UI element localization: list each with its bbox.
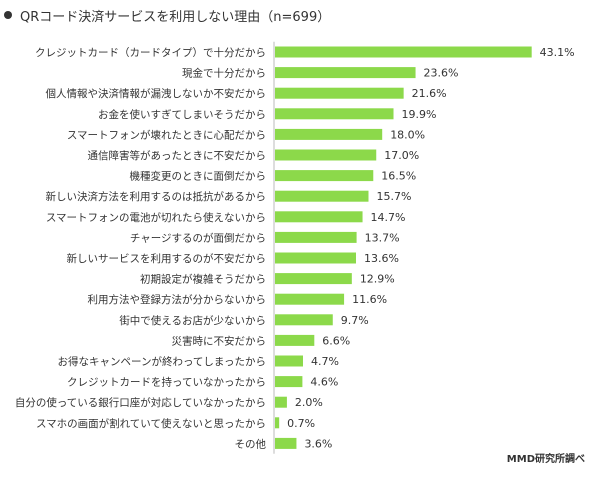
- bar: [275, 355, 303, 367]
- category-label: 通信障害等があったときに不安だから: [88, 149, 267, 162]
- value-label: 4.7%: [311, 355, 339, 368]
- category-label: 新しい決済方法を利用するのは抵抗があるから: [46, 190, 267, 203]
- value-label: 13.6%: [364, 252, 399, 265]
- category-label: 街中で使えるお店が少ないから: [119, 314, 266, 327]
- value-labels-layer: 43.1% 23.6% 21.6% 19.9% 18.0% 17.0% 16.5% 15.7%…: [287, 46, 574, 450]
- value-label: 2.0%: [295, 396, 323, 409]
- value-label: 6.6%: [322, 334, 350, 347]
- category-label: 現金で十分だから: [182, 67, 266, 80]
- category-label: その他: [235, 437, 267, 450]
- category-label: 機種変更のときに面倒だから: [130, 170, 267, 183]
- bar: [275, 67, 416, 79]
- bar: [275, 396, 287, 408]
- bar: [275, 149, 377, 161]
- title-bullet-icon: [4, 11, 12, 19]
- category-label: お金を使いすぎてしまいそうだから: [98, 108, 266, 121]
- bar: [275, 231, 357, 243]
- bar: [275, 46, 532, 58]
- value-label: 16.5%: [381, 170, 416, 183]
- category-label: お得なキャンペーンが終わってしまったから: [57, 355, 266, 368]
- chart-title-text: QRコード決済サービスを利用しない理由（n=699）: [20, 9, 331, 25]
- bar: [275, 417, 280, 429]
- bar: [275, 376, 303, 388]
- category-label: 利用方法や登録方法が分からないから: [88, 293, 267, 306]
- value-label: 15.7%: [377, 190, 412, 203]
- category-label: スマートフォンの電池が切れたら使えないから: [46, 211, 266, 224]
- category-label: 災害時に不安だから: [172, 334, 267, 347]
- value-label: 19.9%: [402, 108, 437, 121]
- bar: [275, 334, 315, 346]
- bar: [275, 190, 369, 202]
- category-label: スマートフォンが壊れたときに心配だから: [67, 128, 266, 141]
- value-label: 3.6%: [304, 437, 332, 450]
- bar: [275, 211, 363, 223]
- category-label: チャージするのが面倒だから: [130, 231, 266, 244]
- category-label: 初期設定が複雑そうだから: [140, 273, 266, 286]
- category-label: 新しいサービスを利用するのが不安だから: [67, 252, 267, 265]
- bar: [275, 108, 394, 120]
- value-label: 13.7%: [365, 231, 400, 244]
- bars-layer: [275, 46, 532, 449]
- value-label: 18.0%: [390, 128, 425, 141]
- value-label: 0.7%: [287, 417, 315, 430]
- value-label: 17.0%: [384, 149, 419, 162]
- category-label: クレジットカード（カードタイプ）で十分だから: [35, 46, 266, 59]
- bar: [275, 252, 356, 264]
- category-label: スマホの画面が割れていて使えないと思ったから: [36, 417, 266, 430]
- value-label: 11.6%: [352, 293, 387, 306]
- value-label: 14.7%: [371, 211, 406, 224]
- value-label: 21.6%: [412, 87, 447, 100]
- bar: [275, 87, 404, 99]
- bar: [275, 128, 383, 140]
- value-label: 23.6%: [424, 67, 459, 80]
- bar: [275, 293, 345, 305]
- category-label: クレジットカードを持っていなかったから: [67, 376, 266, 389]
- bar: [275, 273, 352, 285]
- source-note: MMD研究所調べ: [506, 454, 585, 465]
- bar: [275, 170, 374, 182]
- value-label: 43.1%: [540, 46, 575, 59]
- category-label: 個人情報や決済情報が漏洩しないか不安だから: [46, 87, 267, 100]
- bar: [275, 437, 297, 449]
- value-label: 4.6%: [310, 376, 338, 389]
- category-labels-layer: クレジットカード（カードタイプ）で十分だから現金で十分だから個人情報や決済情報が…: [15, 46, 267, 450]
- value-label: 9.7%: [341, 314, 369, 327]
- bar: [275, 314, 333, 326]
- value-label: 12.9%: [360, 273, 395, 286]
- chart-title: QRコード決済サービスを利用しない理由（n=699）: [4, 4, 330, 26]
- category-label: 自分の使っている銀行口座が対応していなかったから: [15, 396, 266, 409]
